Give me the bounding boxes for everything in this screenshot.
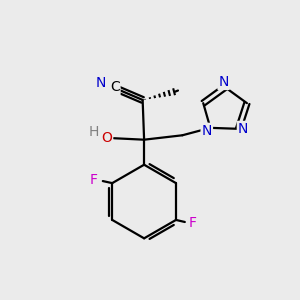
Text: C: C bbox=[110, 80, 119, 94]
Text: N: N bbox=[218, 75, 229, 89]
Text: N: N bbox=[202, 124, 212, 138]
Text: F: F bbox=[90, 173, 98, 187]
Text: O: O bbox=[101, 130, 112, 145]
Text: N: N bbox=[96, 76, 106, 90]
Text: F: F bbox=[189, 217, 197, 230]
Text: N: N bbox=[238, 122, 248, 136]
Text: H: H bbox=[89, 125, 99, 139]
